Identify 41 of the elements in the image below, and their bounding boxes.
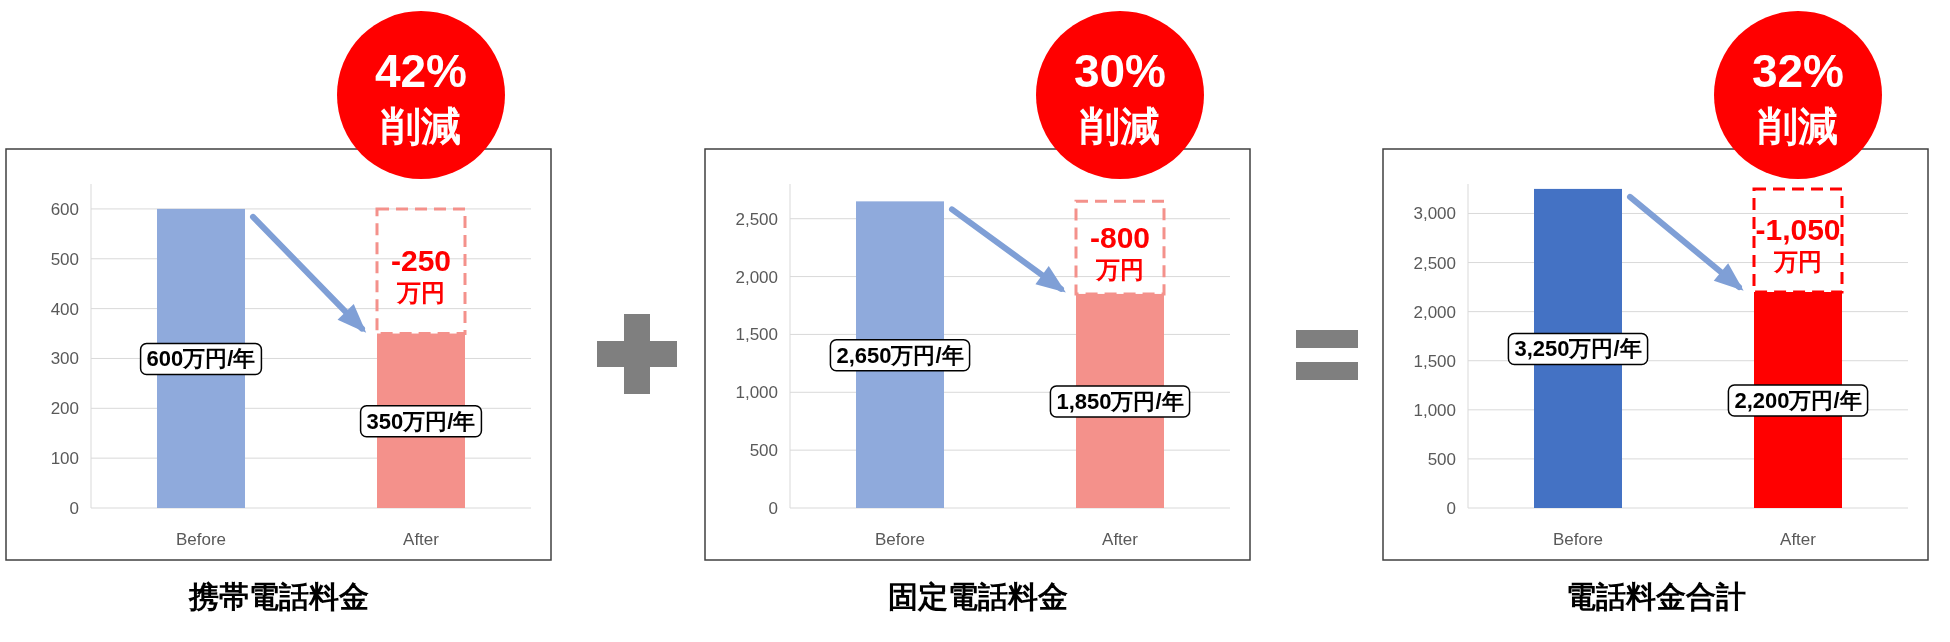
- y-tick-label: 400: [50, 299, 79, 319]
- y-tick-label: 1,500: [735, 325, 778, 345]
- x-tick-label: After: [403, 530, 440, 549]
- y-tick-label: 1,500: [1413, 351, 1456, 371]
- x-tick-label: Before: [1552, 530, 1604, 549]
- y-tick-label: 500: [50, 249, 79, 269]
- text: 30% 削減: [1073, 45, 1167, 148]
- y-tick-label: 500: [749, 441, 778, 461]
- y-tick-label: 100: [50, 449, 79, 469]
- data-label: 1,850万円/年: [1056, 388, 1184, 414]
- text: 携帯電話料金: [187, 580, 369, 613]
- y-tick-label: 1,000: [1413, 400, 1456, 420]
- y-tick-label: 600: [50, 199, 79, 219]
- data-label: 2,200万円/年: [1734, 388, 1862, 413]
- y-tick-label: 0: [69, 499, 79, 518]
- data-label: 3,250万円/年: [1514, 336, 1642, 362]
- y-tick-label: 3,000: [1413, 204, 1456, 224]
- y-tick-label: 0: [1446, 499, 1456, 518]
- x-tick-label: Before: [175, 530, 227, 549]
- data-label: 350万円/年: [366, 408, 476, 434]
- y-tick-label: 1,000: [735, 383, 778, 403]
- text: 32% 削減: [1751, 45, 1845, 148]
- data-label: 2,650万円/年: [836, 342, 964, 368]
- y-tick-label: 300: [50, 349, 79, 369]
- annotation: -1,050 万円: [1755, 213, 1841, 276]
- x-tick-label: Before: [874, 530, 926, 549]
- annotation: -250 万円: [390, 244, 452, 307]
- y-tick-label: 2,500: [735, 209, 778, 229]
- data-label: 600万円/年: [146, 346, 256, 372]
- y-tick-label: 2,500: [1413, 253, 1456, 273]
- y-tick-label: 200: [50, 399, 79, 419]
- y-tick-label: 2,000: [735, 267, 778, 287]
- y-tick-label: 2,000: [1413, 302, 1456, 322]
- x-tick-label: After: [1780, 530, 1817, 549]
- text: 42% 削減: [374, 45, 468, 148]
- annotation: -800 万円: [1089, 220, 1151, 283]
- x-tick-label: After: [1102, 530, 1139, 549]
- text: 電話料金合計: [1565, 580, 1746, 613]
- y-tick-label: 0: [768, 499, 778, 518]
- text: 固定電話料金: [887, 580, 1068, 613]
- y-tick-label: 500: [1427, 449, 1456, 469]
